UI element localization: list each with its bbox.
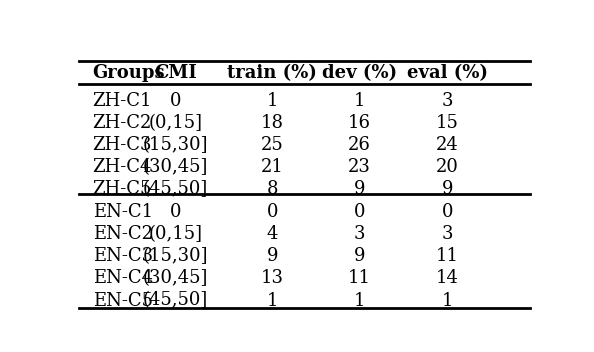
Text: ZH-C5: ZH-C5 [93, 181, 152, 199]
Text: EN-C4: EN-C4 [93, 269, 153, 287]
Text: (0,15]: (0,15] [148, 225, 203, 243]
Text: (30,45]: (30,45] [143, 269, 208, 287]
Text: 21: 21 [261, 158, 284, 176]
Text: 0: 0 [170, 203, 181, 221]
Text: CMI: CMI [154, 64, 197, 82]
Text: 0: 0 [170, 92, 181, 109]
Text: EN-C2: EN-C2 [93, 225, 153, 243]
Text: 20: 20 [435, 158, 459, 176]
Text: 9: 9 [354, 181, 365, 199]
Text: 3: 3 [354, 225, 365, 243]
Text: train (%): train (%) [228, 64, 317, 82]
Text: 18: 18 [261, 114, 284, 132]
Text: 9: 9 [354, 247, 365, 265]
Text: 9: 9 [441, 181, 453, 199]
Text: 15: 15 [435, 114, 459, 132]
Text: 11: 11 [348, 269, 371, 287]
Text: 26: 26 [348, 136, 371, 154]
Text: 1: 1 [354, 291, 365, 309]
Text: 1: 1 [441, 291, 453, 309]
Text: EN-C3: EN-C3 [93, 247, 153, 265]
Text: 11: 11 [435, 247, 459, 265]
Text: 13: 13 [261, 269, 284, 287]
Text: (45,50]: (45,50] [143, 181, 208, 199]
Text: 8: 8 [267, 181, 278, 199]
Text: 0: 0 [267, 203, 278, 221]
Text: (45,50]: (45,50] [143, 291, 208, 309]
Text: 0: 0 [354, 203, 365, 221]
Text: 3: 3 [441, 92, 453, 109]
Text: 3: 3 [441, 225, 453, 243]
Text: (15,30]: (15,30] [143, 136, 208, 154]
Text: 1: 1 [267, 92, 278, 109]
Text: 25: 25 [261, 136, 283, 154]
Text: ZH-C1: ZH-C1 [93, 92, 152, 109]
Text: ZH-C3: ZH-C3 [93, 136, 152, 154]
Text: Groups: Groups [93, 64, 165, 82]
Text: 14: 14 [435, 269, 459, 287]
Text: ZH-C2: ZH-C2 [93, 114, 152, 132]
Text: 1: 1 [267, 291, 278, 309]
Text: eval (%): eval (%) [407, 64, 488, 82]
Text: 9: 9 [267, 247, 278, 265]
Text: (30,45]: (30,45] [143, 158, 208, 176]
Text: 1: 1 [354, 92, 365, 109]
Text: 24: 24 [436, 136, 459, 154]
Text: EN-C1: EN-C1 [93, 203, 153, 221]
Text: ZH-C4: ZH-C4 [93, 158, 152, 176]
Text: 4: 4 [267, 225, 278, 243]
Text: dev (%): dev (%) [322, 64, 397, 82]
Text: 16: 16 [348, 114, 371, 132]
Text: 0: 0 [441, 203, 453, 221]
Text: 23: 23 [348, 158, 371, 176]
Text: (15,30]: (15,30] [143, 247, 208, 265]
Text: (0,15]: (0,15] [148, 114, 203, 132]
Text: EN-C5: EN-C5 [93, 291, 153, 309]
